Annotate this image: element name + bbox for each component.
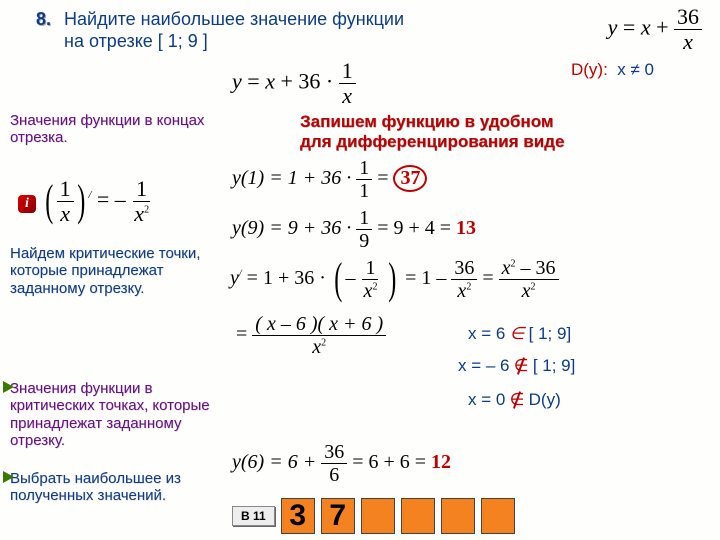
answer-cell-empty bbox=[441, 498, 475, 534]
derivative-factored: = ( x – 6 )( x + 6 )x2 bbox=[236, 314, 386, 357]
task-line1: Найдите наибольшее значение функции bbox=[64, 9, 404, 29]
domain-cond: x ≠ 0 bbox=[617, 60, 654, 79]
transformed-function: y = x + 36 · 1x bbox=[232, 60, 356, 107]
answer-cell-empty bbox=[481, 498, 515, 534]
root2: x = – 6 ∈ [ 1; 9] bbox=[458, 356, 575, 376]
root1: x = 6 ∈ [ 1; 9] bbox=[468, 324, 571, 344]
endpoints-instr: Значения функции в концах отрезка. bbox=[10, 112, 220, 147]
answer-digit-2: 7 bbox=[321, 498, 355, 534]
answer-row: В 11 3 7 bbox=[232, 498, 515, 534]
y-of-1: y(1) = 1 + 36 · 11 = 37 bbox=[232, 158, 427, 201]
root3: x = 0 ∈ D(y) bbox=[468, 390, 561, 410]
answer-cell-empty bbox=[361, 498, 395, 534]
crit-instr: Найдем критические точки, которые принад… bbox=[10, 245, 220, 297]
y6-answer: 12 bbox=[431, 451, 451, 473]
answer-label-button[interactable]: В 11 bbox=[232, 506, 275, 526]
convenient-instr: Запишем функцию в удобном для дифференци… bbox=[300, 112, 564, 152]
y-of-6: y(6) = 6 + 366 = 6 + 6 = 12 bbox=[232, 442, 451, 485]
derivative-eq: y/ = 1 + 36 · (– 1x2 ) = 1 – 36x2 = x2 –… bbox=[230, 258, 559, 301]
critvals-instr: Значения функции в критических точках, к… bbox=[10, 380, 220, 449]
answer-digit-1: 3 bbox=[281, 498, 315, 534]
choose-instr: Выбрать наибольшее из полученных значени… bbox=[10, 470, 220, 505]
deriv-hint: (1x)/ = – 1x2 bbox=[42, 178, 152, 225]
answer-cell-empty bbox=[401, 498, 435, 534]
task-text: Найдите наибольшее значение функции на о… bbox=[64, 9, 444, 52]
bullet-accents bbox=[0, 0, 30, 540]
y9-answer: 13 bbox=[456, 217, 476, 239]
domain-line: D(y): x ≠ 0 bbox=[571, 60, 654, 80]
domain-label: D(y): bbox=[571, 60, 608, 79]
problem-number: 8. bbox=[36, 9, 51, 30]
orig-function: y = x + 36x bbox=[608, 6, 702, 53]
task-line2: на отрезке [ 1; 9 ] bbox=[64, 31, 208, 51]
y1-answer: 37 bbox=[393, 165, 427, 192]
y-of-9: y(9) = 9 + 36 · 19 = 9 + 4 = 13 bbox=[232, 208, 476, 251]
